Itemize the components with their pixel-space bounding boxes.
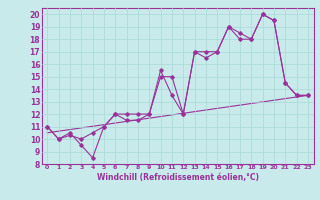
X-axis label: Windchill (Refroidissement éolien,°C): Windchill (Refroidissement éolien,°C): [97, 173, 259, 182]
